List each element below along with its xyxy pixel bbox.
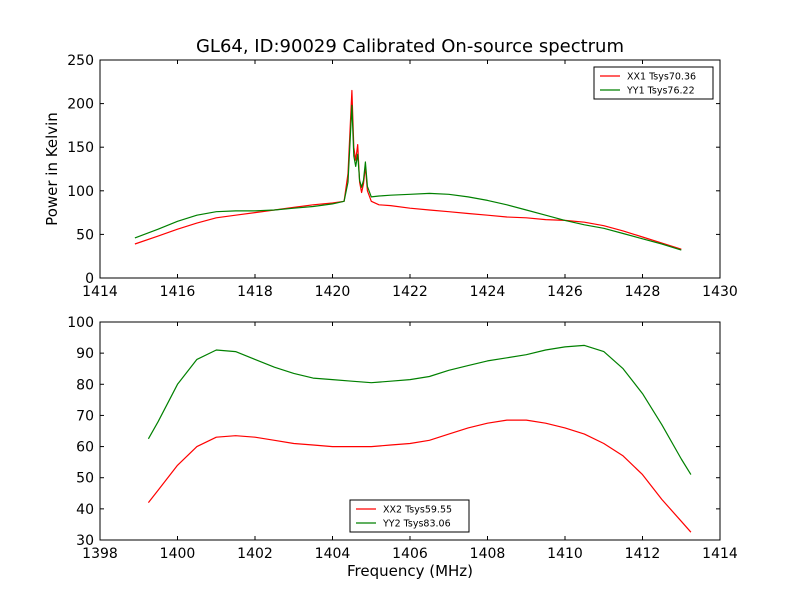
y-tick-label: 50 bbox=[76, 227, 94, 243]
y-tick-label: 90 bbox=[76, 346, 94, 362]
x-tick-label: 1428 bbox=[625, 284, 661, 300]
x-tick-label: 1404 bbox=[315, 546, 351, 562]
y-tick-label: 250 bbox=[67, 53, 94, 69]
y-tick-label: 0 bbox=[85, 271, 94, 287]
y-tick-label: 200 bbox=[67, 97, 94, 113]
legend-label-1: XX1 Tsys70.36 bbox=[627, 72, 696, 83]
y-tick-label: 100 bbox=[67, 184, 94, 200]
bottom-panel: 1398 1400 1402 1404 1406 1408 1410 1412 1414 30 40… bbox=[67, 315, 738, 580]
y-tick-label: 60 bbox=[76, 440, 94, 456]
x-tick-label: 1414 bbox=[702, 546, 738, 562]
y-tick-label: 40 bbox=[76, 502, 94, 518]
x-tick-label: 1426 bbox=[547, 284, 583, 300]
y-tick-label: 150 bbox=[67, 140, 94, 156]
x-tick-label: 1406 bbox=[392, 546, 428, 562]
series-line-2-1 bbox=[147, 419, 692, 533]
series-line-2-2 bbox=[147, 344, 692, 475]
legend-label-2: YY2 Tsys83.06 bbox=[382, 519, 451, 530]
x-axis-label: Frequency (MHz) bbox=[347, 562, 473, 580]
legend-box bbox=[349, 499, 470, 533]
x-tick-label: 1416 bbox=[160, 284, 196, 300]
y-axis-label: Power in Kelvin bbox=[43, 112, 61, 226]
legend: XX1 Tsys70.36 YY1 Tsys76.22 bbox=[593, 66, 714, 100]
x-tick-label: 1410 bbox=[547, 546, 583, 562]
x-tick-label: 1398 bbox=[82, 546, 118, 562]
y-tick-label: 80 bbox=[76, 377, 94, 393]
y-tick-label: 100 bbox=[67, 315, 94, 331]
series-line-1-1 bbox=[134, 89, 682, 250]
x-tick-label: 1420 bbox=[315, 284, 351, 300]
y-tick-label: 30 bbox=[76, 533, 94, 549]
x-tick-label: 1418 bbox=[237, 284, 273, 300]
legend: XX2 Tsys59.55 YY2 Tsys83.06 bbox=[349, 499, 470, 533]
x-tick-label: 1424 bbox=[470, 284, 506, 300]
y-tick-label: 70 bbox=[76, 408, 94, 424]
x-tick-label: 1412 bbox=[625, 546, 661, 562]
legend-label-1: XX2 Tsys59.55 bbox=[383, 505, 452, 516]
x-tick-label: 1430 bbox=[702, 284, 738, 300]
x-tick-label: 1408 bbox=[470, 546, 506, 562]
top-panel: 1414 1416 1418 1420 1422 1424 1426 1428 1430 0 50 1… bbox=[43, 53, 738, 300]
x-tick-label: 1422 bbox=[392, 284, 428, 300]
series-line-1-2 bbox=[134, 104, 682, 251]
y-tick-label: 50 bbox=[76, 471, 94, 487]
x-tick-label: 1400 bbox=[160, 546, 196, 562]
x-tick-label: 1414 bbox=[82, 284, 118, 300]
x-tick-label: 1402 bbox=[237, 546, 273, 562]
chart-title: GL64, ID:90029 Calibrated On-source spec… bbox=[196, 36, 624, 57]
legend-label-2: YY1 Tsys76.22 bbox=[626, 86, 695, 97]
legend-box bbox=[593, 66, 714, 100]
